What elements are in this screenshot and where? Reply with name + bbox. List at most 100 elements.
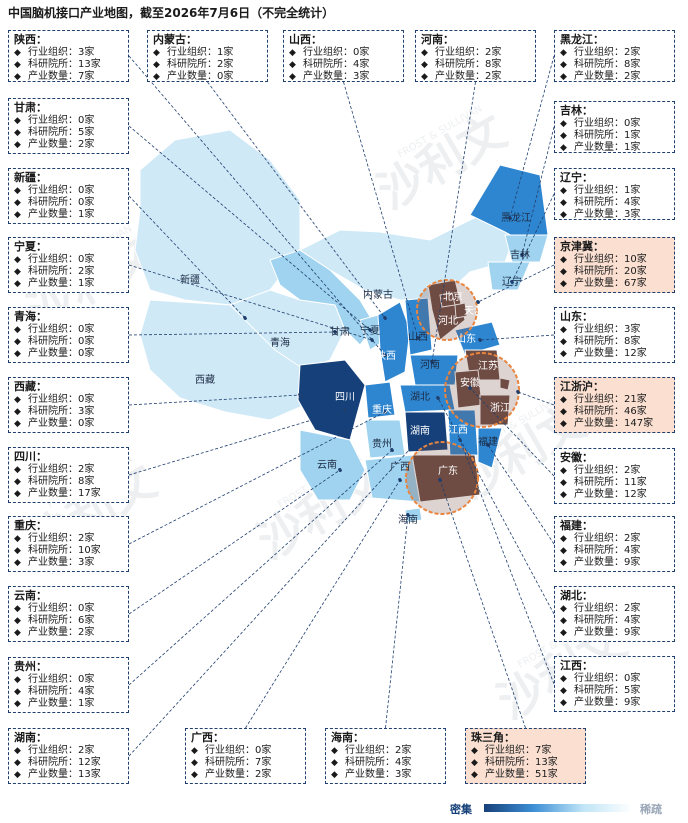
region-row: ◆ 科研院所：4家 (560, 545, 670, 557)
region-box-tibet: 西藏： ◆ 行业组织：0家 ◆ 科研院所：3家 ◆ 产业数量：0家 (8, 377, 129, 433)
map-label-shandong: 山东 (456, 332, 476, 345)
region-stat: 行业组织：3家 (28, 47, 95, 58)
region-stat: 行业组织：0家 (28, 185, 95, 196)
region-row: ◆ 产业数量：3家 (331, 769, 441, 781)
diamond-bullet-icon: ◆ (560, 349, 567, 359)
region-row: ◆ 行业组织：0家 (289, 47, 399, 59)
region-name: 海南： (331, 731, 364, 744)
map-label-hunan: 湖南 (410, 424, 430, 437)
province-hainan (404, 507, 423, 523)
region-stat: 行业组织：3家 (574, 324, 641, 335)
province-chongqing (364, 381, 396, 419)
map-label-guizhou: 贵州 (372, 437, 392, 450)
cluster-ring-jiangzhehu (444, 352, 520, 428)
province-shanxi (404, 297, 433, 356)
region-stat: 产业数量：0家 (167, 71, 234, 82)
region-stat: 行业组织：2家 (28, 745, 95, 756)
diamond-bullet-icon: ◆ (153, 60, 160, 70)
leader-line-shanxi (343, 81, 419, 339)
legend-sparse-label: 稀疏 (640, 803, 662, 816)
region-stat: 产业数量：12家 (574, 348, 647, 359)
region-box-shaanxi: 陕西： ◆ 行业组织：3家 ◆ 科研院所：13家 ◆ 产业数量：7家 (8, 30, 129, 82)
region-box-xinjiang: 新疆： ◆ 行业组织：0家 ◆ 科研院所：0家 ◆ 产业数量：1家 (8, 168, 129, 224)
diamond-bullet-icon: ◆ (14, 325, 21, 335)
map-label-hainan: 海南 (398, 513, 418, 526)
region-stat: 科研院所：7家 (205, 757, 272, 768)
diamond-bullet-icon: ◆ (14, 140, 21, 150)
region-row: ◆ 行业组织：2家 (421, 47, 531, 59)
region-row: ◆ 科研院所：7家 (191, 757, 301, 769)
diamond-bullet-icon: ◆ (14, 48, 21, 58)
region-row: ◆ 产业数量：1家 (14, 209, 124, 221)
leader-dot (429, 359, 434, 364)
region-box-hubei: 湖北： ◆ 行业组织：2家 ◆ 科研院所：4家 ◆ 产业数量：9家 (554, 586, 675, 642)
region-stat: 行业组织：1家 (574, 185, 641, 196)
region-stat: 行业组织：2家 (574, 47, 641, 58)
region-row: ◆ 行业组织：3家 (14, 47, 124, 59)
leader-line-jingjinji (477, 264, 555, 303)
region-name: 贵州： (14, 660, 47, 673)
diamond-bullet-icon: ◆ (471, 746, 478, 756)
diamond-bullet-icon: ◆ (560, 407, 567, 417)
leader-dot (397, 477, 402, 482)
leader-dot (389, 447, 394, 452)
region-row: ◆ 科研院所：5家 (560, 685, 670, 697)
region-box-ningxia: 宁夏： ◆ 行业组织：0家 ◆ 科研院所：2家 ◆ 产业数量：1家 (8, 237, 129, 293)
region-row: ◆ 行业组织：0家 (560, 673, 670, 685)
diamond-bullet-icon: ◆ (14, 267, 21, 277)
region-row: ◆ 科研院所：4家 (331, 757, 441, 769)
diamond-bullet-icon: ◆ (289, 48, 296, 58)
region-row: ◆ 产业数量：2家 (421, 71, 531, 83)
map-label-qinghai: 青海 (270, 336, 290, 349)
region-stat: 行业组织：2家 (435, 47, 502, 58)
leader-dot (435, 395, 440, 400)
region-row: ◆ 产业数量：2家 (560, 71, 670, 83)
diamond-bullet-icon: ◆ (289, 72, 296, 82)
province-liaoning (487, 261, 531, 291)
province-guizhou (364, 419, 406, 459)
region-name: 四川： (14, 450, 47, 463)
region-row: ◆ 行业组织：2家 (14, 533, 124, 545)
leader-dot (415, 335, 420, 340)
diamond-bullet-icon: ◆ (560, 60, 567, 70)
region-row: ◆ 行业组织：21家 (560, 394, 670, 406)
diamond-bullet-icon: ◆ (560, 210, 567, 220)
region-name: 湖北： (560, 589, 593, 602)
leader-dot (332, 329, 337, 334)
region-stat: 行业组织：0家 (28, 254, 95, 265)
diamond-bullet-icon: ◆ (560, 698, 567, 708)
region-name: 陕西： (14, 33, 47, 46)
map-label-guangdong: 广东 (438, 464, 458, 477)
region-stat: 产业数量：9家 (574, 627, 641, 638)
diamond-bullet-icon: ◆ (560, 419, 567, 429)
region-stat: 行业组织：2家 (345, 745, 412, 756)
region-stat: 科研院所：6家 (28, 615, 95, 626)
diamond-bullet-icon: ◆ (560, 337, 567, 347)
region-row: ◆ 产业数量：2家 (14, 627, 124, 639)
leader-line-ningxia (128, 264, 373, 341)
region-name: 京津冀： (560, 240, 604, 253)
leader-dot (520, 252, 525, 257)
region-name: 广西： (191, 731, 224, 744)
density-legend: 密集 稀疏 (450, 800, 680, 816)
diamond-bullet-icon: ◆ (560, 686, 567, 696)
region-row: ◆ 行业组织：0家 (14, 394, 124, 406)
legend-dense-label: 密集 (450, 803, 472, 816)
region-stat: 产业数量：1家 (28, 698, 95, 709)
map-label-tibet: 西藏 (195, 374, 215, 386)
diamond-bullet-icon: ◆ (560, 267, 567, 277)
region-box-qinghai: 青海： ◆ 行业组织：0家 ◆ 科研院所：0家 ◆ 产业数量：0家 (8, 307, 129, 363)
region-name: 甘肃： (14, 101, 47, 114)
leader-line-sichuan (128, 409, 346, 476)
region-box-fujian: 福建： ◆ 行业组织：2家 ◆ 科研院所：4家 ◆ 产业数量：9家 (554, 516, 675, 572)
cluster-layer (405, 279, 520, 515)
leader-line-jilin (521, 126, 555, 256)
region-stat: 科研院所：3家 (28, 406, 95, 417)
region-stat: 科研院所：13家 (485, 757, 558, 768)
region-row: ◆ 产业数量：17家 (14, 488, 124, 500)
leader-dot (242, 315, 247, 320)
province-guangxi (364, 454, 421, 503)
region-box-hainan: 海南： ◆ 行业组织：2家 ◆ 科研院所：4家 ◆ 产业数量：3家 (325, 728, 446, 784)
diamond-bullet-icon: ◆ (14, 210, 21, 220)
